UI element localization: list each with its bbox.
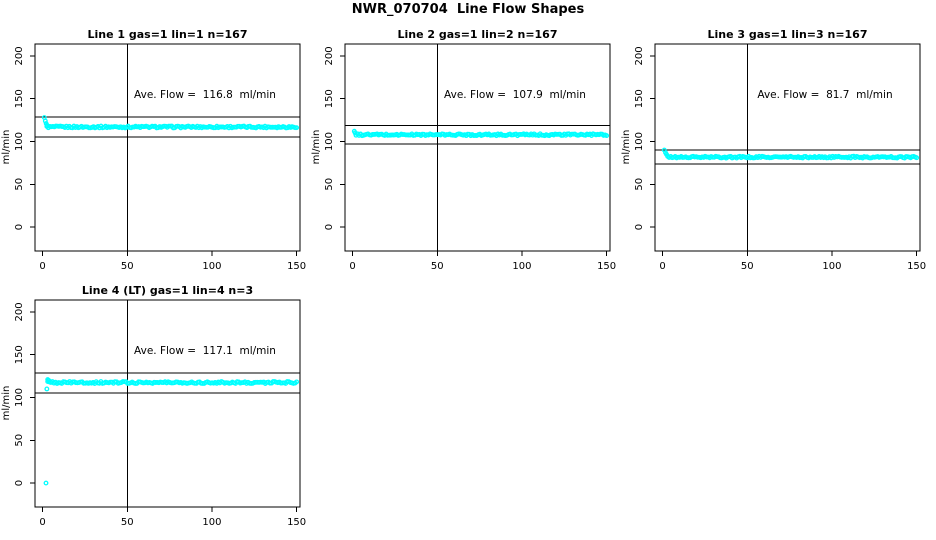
svg-text:0: 0	[634, 224, 645, 230]
subplot-title: Line 3 gas=1 lin=3 n=167	[707, 28, 868, 41]
subplot-line-4: Line 4 (LT) gas=1 lin=4 n=3 0 50 100 150 0 50…	[0, 284, 312, 540]
ave-flow-annotation: Ave. Flow = 81.7 ml/min	[757, 89, 892, 101]
svg-text:0: 0	[324, 224, 335, 230]
subplot-title: Line 4 (LT) gas=1 lin=4 n=3	[81, 284, 254, 297]
svg-text:50: 50	[121, 261, 134, 272]
svg-text:100: 100	[202, 261, 221, 272]
svg-text:150: 150	[287, 261, 306, 272]
subplot-line-3: Line 3 gas=1 lin=3 n=167 0 50 100 150 0 50 100…	[620, 28, 932, 285]
ave-flow-annotation: Ave. Flow = 107.9 ml/min	[444, 89, 586, 101]
svg-text:150: 150	[14, 345, 25, 364]
svg-text:50: 50	[634, 178, 645, 191]
svg-text:150: 150	[634, 89, 645, 108]
subplot-line-2: Line 2 gas=1 lin=2 n=167 0 50 100 150 0 50 100…	[310, 28, 622, 285]
svg-text:150: 150	[907, 261, 926, 272]
ave-flow-annotation: Ave. Flow = 116.8 ml/min	[134, 89, 276, 101]
svg-text:200: 200	[14, 46, 25, 65]
y-axis-label: ml/min	[1, 130, 12, 165]
svg-text:50: 50	[741, 261, 754, 272]
svg-text:150: 150	[14, 89, 25, 108]
svg-text:150: 150	[597, 261, 616, 272]
y-axis-label: ml/min	[311, 130, 322, 165]
plot-area: 0 50 100 150 0 50 100 150 200 ml/min Ave. Flow =…	[1, 43, 306, 272]
svg-text:50: 50	[324, 178, 335, 191]
svg-text:100: 100	[822, 261, 841, 272]
svg-text:150: 150	[287, 517, 306, 528]
y-axis-label: ml/min	[621, 130, 632, 165]
svg-text:50: 50	[14, 434, 25, 447]
svg-text:0: 0	[39, 517, 45, 528]
plot-area: 0 50 100 150 0 50 100 150 200 ml/min Ave. Flow =…	[311, 43, 616, 272]
y-axis-label: ml/min	[1, 386, 12, 421]
svg-text:200: 200	[14, 302, 25, 321]
svg-text:200: 200	[324, 46, 335, 65]
plot-area: 0 50 100 150 0 50 100 150 200 ml/min Ave. Flow =…	[621, 43, 926, 272]
ave-flow-annotation: Ave. Flow = 117.1 ml/min	[134, 345, 276, 357]
svg-text:100: 100	[202, 517, 221, 528]
svg-text:100: 100	[634, 132, 645, 151]
svg-text:0: 0	[14, 224, 25, 230]
page-title: NWR_070704 Line Flow Shapes	[351, 2, 585, 17]
svg-text:100: 100	[14, 132, 25, 151]
svg-text:100: 100	[14, 388, 25, 407]
svg-text:50: 50	[121, 517, 134, 528]
subplot-title: Line 2 gas=1 lin=2 n=167	[397, 28, 558, 41]
svg-text:200: 200	[634, 46, 645, 65]
subplot-title: Line 1 gas=1 lin=1 n=167	[87, 28, 248, 41]
svg-text:0: 0	[659, 261, 665, 272]
svg-text:100: 100	[324, 132, 335, 151]
svg-text:0: 0	[39, 261, 45, 272]
svg-text:50: 50	[14, 178, 25, 191]
svg-text:50: 50	[431, 261, 444, 272]
plot-area: 0 50 100 150 0 50 100 150 200 ml/min Ave. Flow =…	[1, 299, 306, 528]
svg-text:150: 150	[324, 89, 335, 108]
svg-text:0: 0	[14, 480, 25, 486]
svg-text:100: 100	[512, 261, 531, 272]
svg-text:0: 0	[349, 261, 355, 272]
subplot-line-1: Line 1 gas=1 lin=1 n=167 0 50 100 150 0 50 100…	[0, 28, 312, 285]
